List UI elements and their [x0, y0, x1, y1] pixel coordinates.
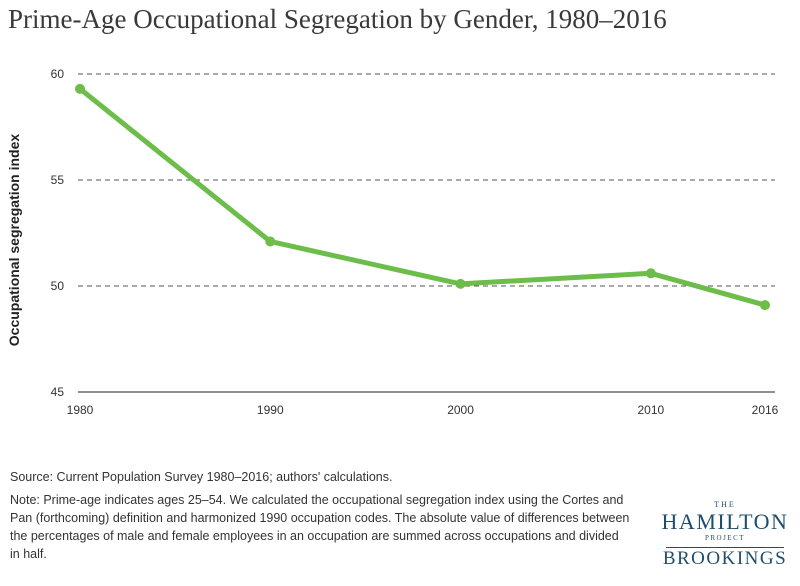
note-text: Note: Prime-age indicates ages 25–54. We… — [10, 493, 630, 561]
x-tick-2000: 2000 — [447, 403, 474, 417]
data-point-1990 — [265, 236, 276, 247]
hamilton-brookings-logo: THE HAMILTON PROJECT BROOKINGS — [655, 500, 795, 570]
logo-project: PROJECT — [704, 534, 746, 542]
y-tick-45: 45 — [51, 385, 65, 399]
logo-brookings: BROOKINGS — [662, 548, 788, 569]
logo-divider — [666, 547, 784, 548]
y-tick-55: 55 — [51, 173, 65, 187]
y-tick-50: 50 — [51, 279, 65, 293]
x-tick-labels: 1980 1990 2000 2010 2016 — [67, 403, 779, 417]
x-tick-2016: 2016 — [752, 403, 779, 417]
data-point-2010 — [645, 268, 656, 279]
y-tick-60: 60 — [51, 67, 65, 81]
x-tick-1980: 1980 — [67, 403, 94, 417]
chart-title: Prime-Age Occupational Segregation by Ge… — [8, 4, 667, 34]
line-chart: 45 50 55 60 1980 1990 2000 2010 2016 — [51, 67, 779, 417]
y-tick-labels: 45 50 55 60 — [51, 67, 65, 399]
logo-hamilton: HAMILTON — [661, 509, 789, 534]
x-tick-1990: 1990 — [257, 403, 284, 417]
source-text: Source: Current Population Survey 1980–2… — [10, 470, 393, 484]
grid-lines — [78, 73, 775, 393]
series-lines — [75, 83, 770, 311]
series-line-0 — [77, 86, 768, 308]
logo-the: THE — [714, 500, 736, 509]
x-tick-2010: 2010 — [637, 403, 664, 417]
data-point-1980 — [75, 83, 85, 94]
y-axis-label: Occupational segregation index — [6, 133, 22, 347]
data-point-2016 — [760, 300, 770, 311]
data-point-2000 — [455, 278, 466, 289]
